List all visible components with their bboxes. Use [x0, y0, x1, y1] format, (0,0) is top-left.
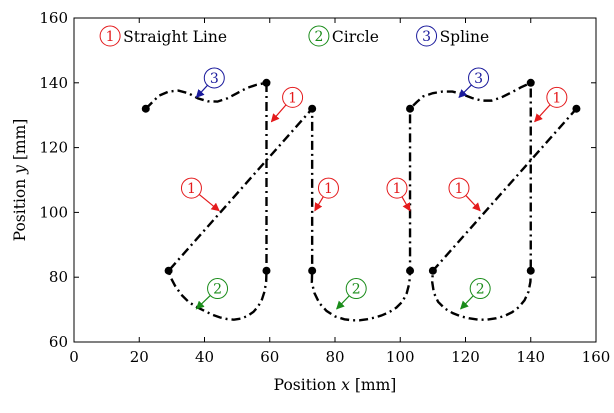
segment-annotation: 2	[460, 278, 491, 310]
x-tick-label: 80	[325, 348, 344, 366]
legend-number: 1	[106, 29, 115, 45]
y-tick-label: 100	[39, 203, 68, 221]
y-axis-label-unit: [mm]	[11, 119, 29, 165]
vertex-point	[526, 78, 535, 87]
y-axis-label-prefix: Position	[11, 174, 29, 241]
segment-annotation: 3	[195, 67, 225, 98]
legend-item: 1 Straight Line	[99, 25, 227, 47]
trajectory-path	[144, 80, 578, 322]
vertex-points	[141, 78, 581, 275]
x-axis-label-var: x	[341, 376, 350, 394]
annotation-arrow	[270, 104, 287, 123]
legend-label: Circle	[332, 28, 379, 46]
y-tick-label: 140	[39, 74, 68, 92]
annotation-number: 2	[352, 282, 361, 298]
annotation-arrow	[401, 196, 411, 212]
annotation-circle	[546, 86, 568, 108]
annotation-arrow	[460, 295, 474, 310]
segment-annotation: 1	[386, 177, 411, 212]
annotation-arrow	[314, 196, 324, 212]
vertex-point	[406, 104, 415, 113]
legend-item: 2 Circle	[308, 25, 379, 47]
annotation-circle	[469, 278, 491, 300]
legend-marker	[308, 25, 330, 47]
annotation-number: 1	[324, 181, 333, 197]
x-tick-label: 40	[195, 348, 214, 366]
legend-marker	[99, 25, 121, 47]
vertex-point	[141, 104, 150, 113]
annotation-number: 1	[455, 181, 464, 197]
x-tick-label: 0	[69, 348, 79, 366]
vertex-point	[572, 104, 581, 113]
y-tick-label: 80	[49, 268, 68, 286]
legend: 1 Straight Line 2 Circle 3 Spline	[99, 25, 490, 47]
x-tick-label: 60	[260, 348, 279, 366]
vertex-point	[526, 266, 535, 275]
annotation-arrow	[195, 84, 208, 98]
legend-label: Spline	[440, 28, 490, 46]
x-tick-label: 140	[516, 348, 545, 366]
annotation-circle	[448, 177, 470, 199]
legend-item: 3 Spline	[416, 25, 490, 47]
annotation-number: 2	[213, 282, 222, 298]
vertex-point	[428, 266, 437, 275]
segment-annotation: 1	[270, 86, 304, 123]
y-tick-label: 60	[49, 333, 68, 351]
annotation-circle	[317, 177, 339, 199]
vertex-point	[164, 266, 173, 275]
annotation-arrow	[458, 84, 472, 98]
x-tick-label: 20	[130, 348, 149, 366]
annotation-number: 3	[210, 71, 219, 87]
x-axis-label-prefix: Position	[274, 376, 341, 394]
annotation-circle	[345, 278, 367, 300]
annotation-circle	[203, 67, 225, 89]
y-tick-label: 160	[39, 9, 68, 27]
annotation-number: 1	[288, 90, 297, 106]
annotation-circle	[282, 86, 304, 108]
annotation-circle	[468, 67, 490, 89]
annotation-arrow	[534, 104, 551, 123]
ticks-layer: 0 20 40 60 80 100 120 140 160 60 80 100 120 140 160	[39, 9, 610, 366]
segment-annotation: 3	[458, 67, 490, 98]
legend-label: Straight Line	[123, 28, 227, 46]
annotation-number: 3	[474, 71, 483, 87]
annotation-arrow	[336, 295, 350, 310]
vertex-point	[308, 266, 317, 275]
annotation-number: 1	[552, 90, 561, 106]
segment-annotation: 1	[534, 86, 568, 123]
annotation-circle	[207, 278, 229, 300]
vertex-point	[308, 104, 317, 113]
legend-marker	[416, 25, 438, 47]
y-axis-label: Position y [mm]	[11, 119, 29, 242]
vertex-point	[406, 266, 415, 275]
annotation-number: 2	[476, 282, 485, 298]
y-axis-label-var: y	[11, 165, 29, 175]
segment-annotation: 2	[195, 278, 229, 310]
x-axis-label-unit: [mm]	[350, 376, 396, 394]
segment-annotations: 3 1 1 1 1 1 1 3 2 2 2	[180, 67, 568, 310]
segment-annotation: 1	[314, 177, 339, 212]
annotation-circle	[386, 177, 408, 199]
x-tick-label: 120	[451, 348, 480, 366]
annotation-arrow	[195, 295, 211, 310]
y-tick-label: 120	[39, 139, 68, 157]
x-tick-label: 160	[582, 348, 611, 366]
vertex-point	[262, 78, 271, 87]
legend-number: 3	[422, 29, 431, 45]
segment-annotation: 1	[180, 177, 220, 212]
vertex-point	[262, 266, 271, 275]
legend-number: 2	[314, 29, 323, 45]
x-axis-label: Position x [mm]	[274, 376, 397, 394]
annotation-arrow	[198, 193, 220, 212]
annotation-number: 1	[187, 181, 196, 197]
x-tick-label: 100	[386, 348, 415, 366]
segment-annotation: 1	[448, 177, 481, 212]
annotation-circle	[180, 177, 202, 199]
segment-annotation: 2	[336, 278, 367, 310]
annotation-number: 1	[393, 181, 402, 197]
annotation-arrow	[465, 194, 481, 212]
